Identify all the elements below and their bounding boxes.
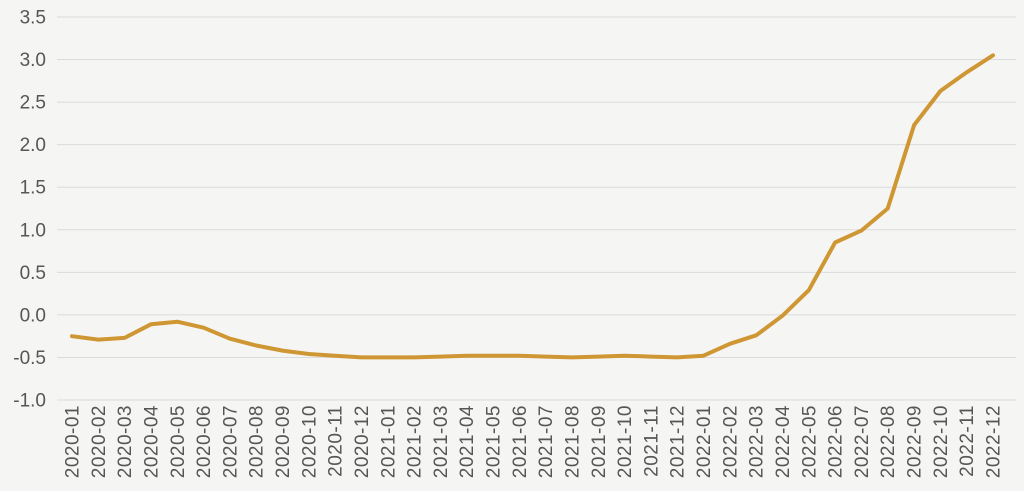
x-tick-label: 2022-07 <box>852 405 873 478</box>
x-tick-label: 2021-03 <box>431 405 452 478</box>
x-tick-label: 2021-12 <box>668 405 689 478</box>
x-tick-label: 2020-02 <box>89 405 110 478</box>
x-tick-label: 2021-07 <box>536 405 557 478</box>
x-tick-label: 2020-05 <box>168 405 189 478</box>
y-tick-label: 1.0 <box>20 220 46 241</box>
y-tick-label: 0.5 <box>20 263 46 284</box>
x-tick-label: 2022-05 <box>799 405 820 478</box>
x-tick-label: 2020-08 <box>247 405 268 478</box>
x-tick-label: 2021-08 <box>562 405 583 478</box>
x-tick-label: 2021-06 <box>510 405 531 478</box>
y-tick-label: 2.0 <box>20 135 46 156</box>
x-tick-label: 2022-01 <box>694 405 715 478</box>
x-tick-label: 2022-04 <box>773 405 794 478</box>
x-tick-label: 2022-11 <box>957 405 978 477</box>
y-tick-label: 0.0 <box>20 305 46 326</box>
x-tick-label: 2020-09 <box>273 405 294 478</box>
x-tick-label: 2022-02 <box>720 405 741 478</box>
y-tick-label: -1.0 <box>13 391 46 412</box>
x-tick-label: 2022-12 <box>984 405 1005 478</box>
series-line <box>70 53 995 360</box>
x-tick-label: 2020-12 <box>352 405 373 478</box>
x-tick-label: 2021-02 <box>405 405 426 478</box>
x-tick-label: 2021-10 <box>615 405 636 478</box>
x-tick-label: 2020-03 <box>115 405 136 478</box>
y-axis-tick-labels: 3.5 3.0 2.5 2.0 1.5 1.0 0.5 0.0 -0.5 -1.0 <box>13 8 46 412</box>
x-tick-label: 2020-04 <box>141 405 162 478</box>
x-tick-label: 2020-11 <box>326 405 347 477</box>
x-axis-tick-labels: 2020-01 2020-02 2020-03 2020-04 2020-05 2020-… <box>63 405 1005 478</box>
x-tick-label: 2020-10 <box>299 405 320 478</box>
x-tick-label: 2021-11 <box>641 405 662 477</box>
x-tick-label: 2022-09 <box>905 405 926 478</box>
x-tick-label: 2020-01 <box>63 405 84 478</box>
y-tick-label: 1.5 <box>20 178 46 199</box>
x-tick-label: 2021-01 <box>378 405 399 478</box>
x-tick-label: 2020-07 <box>220 405 241 478</box>
x-tick-label: 2022-06 <box>826 405 847 478</box>
y-tick-label: -0.5 <box>13 348 46 369</box>
y-tick-label: 3.5 <box>20 8 46 29</box>
x-tick-label: 2021-04 <box>457 405 478 478</box>
x-tick-label: 2022-08 <box>878 405 899 478</box>
x-tick-label: 2022-10 <box>931 405 952 478</box>
x-tick-label: 2022-03 <box>747 405 768 478</box>
x-tick-label: 2020-06 <box>194 405 215 478</box>
x-tick-label: 2021-05 <box>484 405 505 478</box>
gridlines <box>57 16 1016 401</box>
y-tick-label: 2.5 <box>20 93 46 114</box>
y-tick-label: 3.0 <box>20 50 46 71</box>
x-tick-label: 2021-09 <box>589 405 610 478</box>
